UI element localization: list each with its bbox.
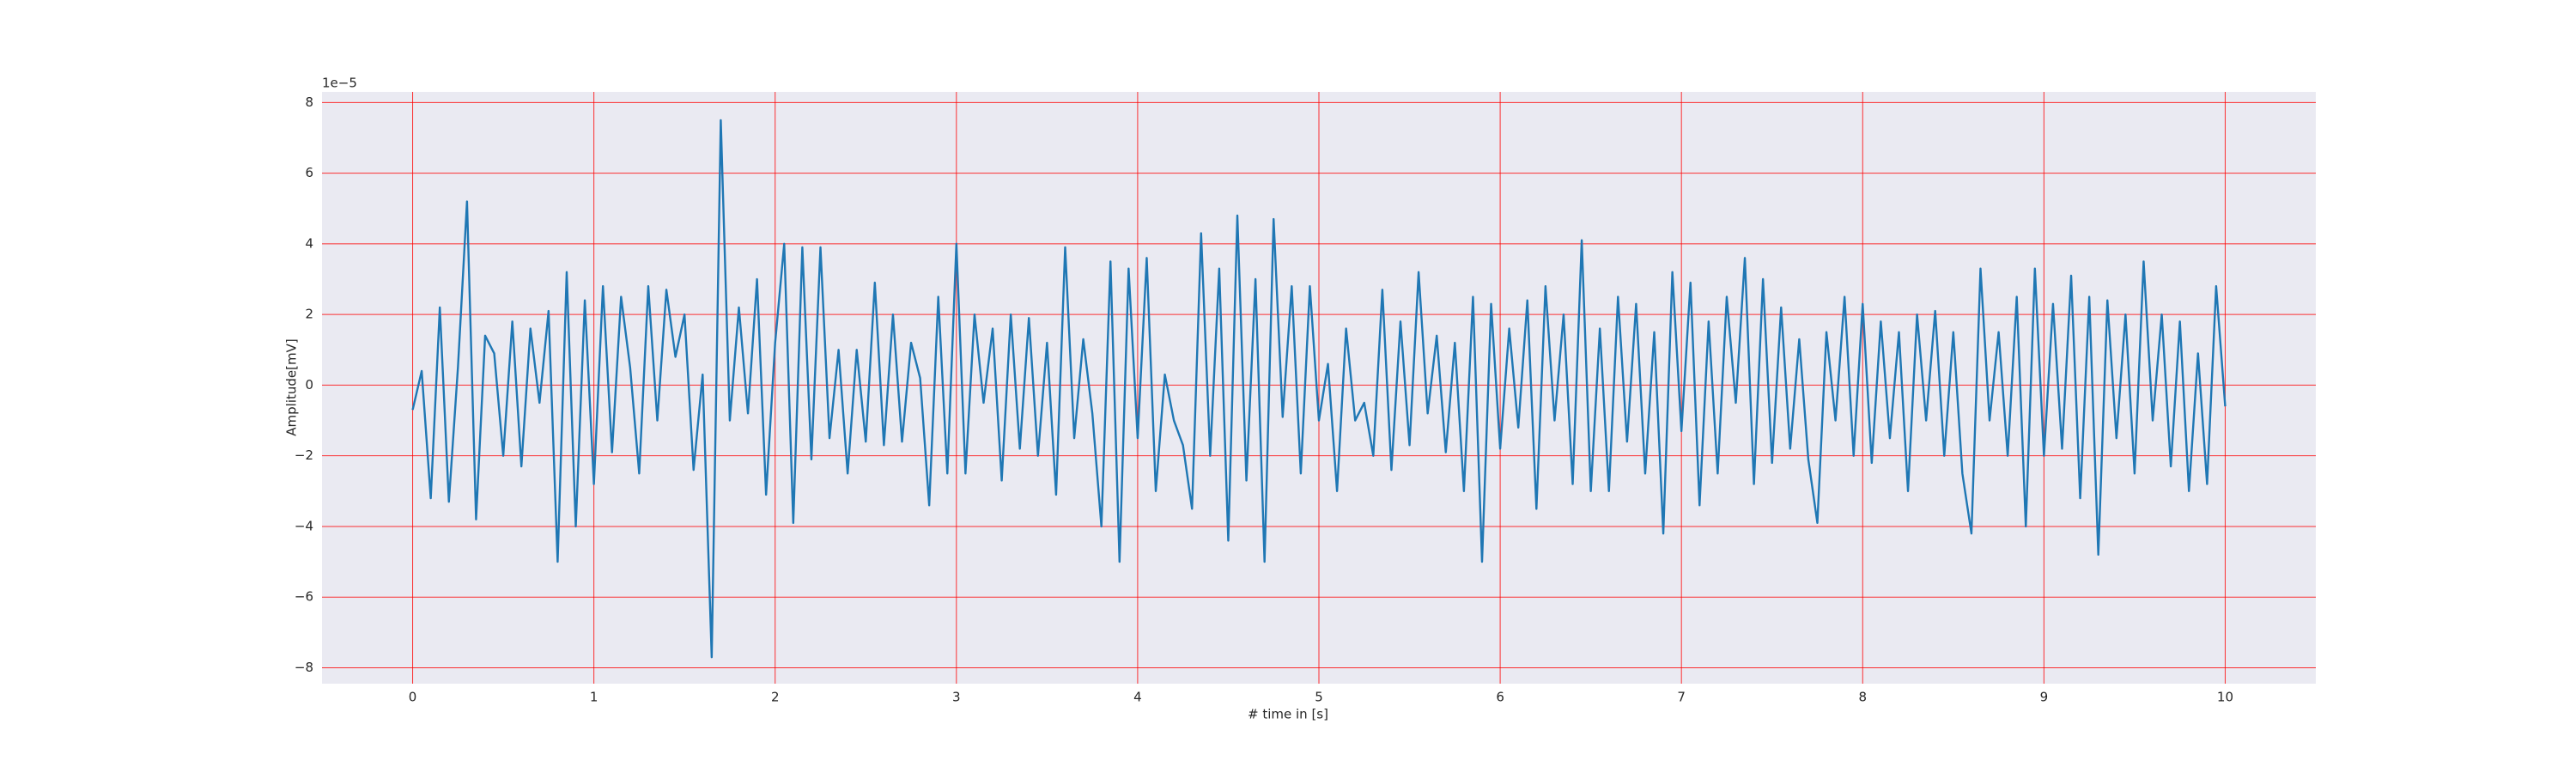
signal-line — [411, 119, 2227, 659]
x-tick-label: 1 — [590, 690, 598, 705]
y-axis-label: Amplitude[mV] — [284, 338, 300, 435]
y-tick-label: 2 — [305, 307, 313, 322]
y-tick-label: 4 — [305, 235, 313, 251]
x-tick-label: 3 — [952, 690, 961, 705]
x-tick-label: 4 — [1133, 690, 1142, 705]
y-tick-label: 8 — [305, 94, 313, 110]
x-tick-label: 5 — [1315, 690, 1323, 705]
x-tick-label: 8 — [1858, 690, 1867, 705]
y-tick-label: −2 — [295, 447, 313, 463]
x-tick-label: 0 — [409, 690, 417, 705]
x-tick-label: 6 — [1496, 690, 1504, 705]
x-tick-label: 10 — [2217, 690, 2233, 705]
y-tick-label: −8 — [295, 660, 313, 675]
axis-offset-label: 1e−5 — [322, 76, 357, 91]
x-tick-label: 9 — [2040, 690, 2049, 705]
x-tick-label: 7 — [1677, 690, 1686, 705]
x-axis-label: # time in [s] — [1248, 707, 1328, 722]
y-tick-label: −4 — [295, 518, 313, 533]
y-tick-label: −6 — [295, 589, 313, 605]
y-tick-label: 6 — [305, 165, 313, 180]
y-tick-label: 0 — [305, 377, 313, 393]
x-tick-label: 2 — [771, 690, 780, 705]
